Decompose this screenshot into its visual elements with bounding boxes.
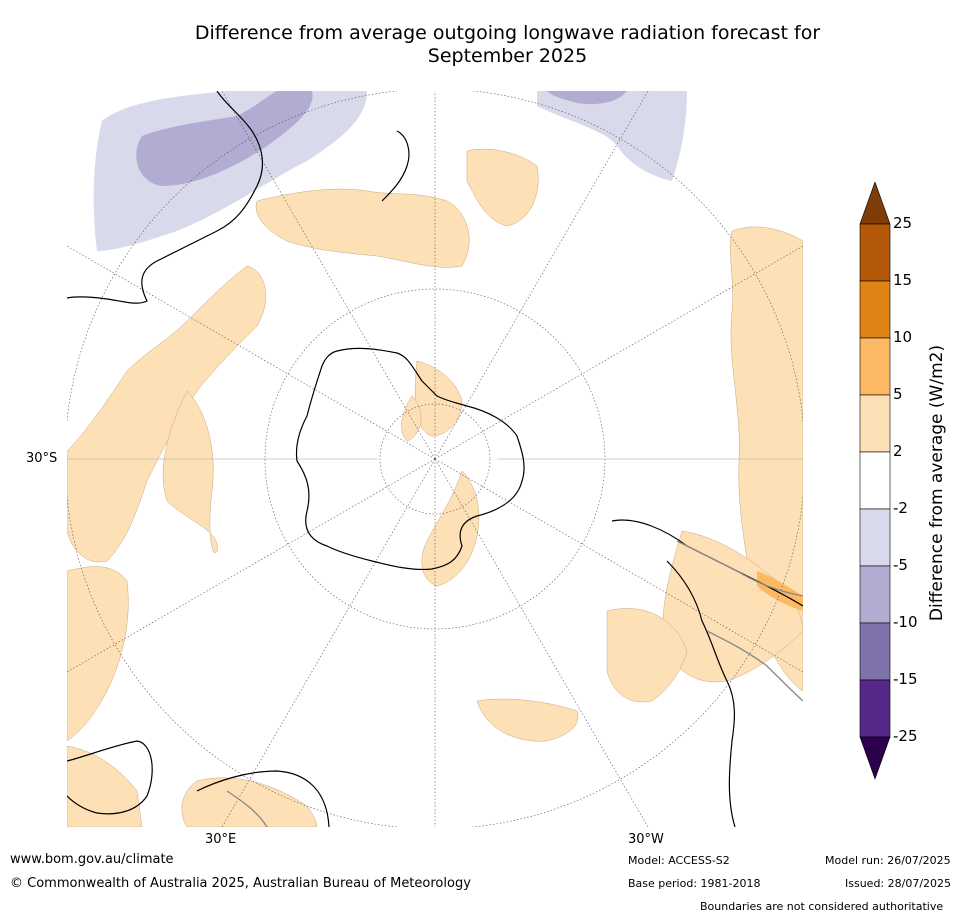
model-info: Model: ACCESS-S2 [628, 854, 730, 867]
boundaries-disclaimer: Boundaries are not considered authoritat… [700, 900, 944, 913]
longitude-label-30e: 30°E [205, 832, 237, 847]
latitude-label: 30°S [26, 451, 58, 466]
polar-map [67, 91, 803, 827]
colorbar-swatch [859, 394, 891, 453]
colorbar-tick-label: 25 [893, 214, 913, 232]
colorbar-label: Difference from average (W/m2) [927, 344, 947, 622]
base-period-info: Base period: 1981-2018 [628, 877, 761, 890]
colorbar-tick-label: 5 [893, 385, 903, 403]
colorbar-swatch [859, 565, 891, 624]
colorbar-tick-label: -15 [893, 670, 918, 688]
colorbar-tick-label: 15 [893, 271, 913, 289]
colorbar-swatch [859, 280, 891, 339]
title-line-2: September 2025 [427, 45, 588, 67]
graticule [67, 91, 803, 827]
colorbar-swatch [859, 182, 891, 225]
colorbar-swatch [859, 451, 891, 510]
admin-boundaries [226, 540, 803, 827]
colorbar-swatch [859, 736, 891, 780]
colorbar-tick-label: 10 [893, 328, 913, 346]
colorbar-swatch [859, 679, 891, 738]
colorbar-tick-label: -25 [893, 727, 918, 745]
chart-title: Difference from average outgoing longwav… [100, 22, 915, 68]
colorbar-swatch [859, 622, 891, 681]
issued-info: Issued: 28/07/2025 [845, 877, 952, 890]
negative-anomaly-region [93, 91, 687, 251]
colorbar-tick-label: -5 [893, 556, 908, 574]
title-line-1: Difference from average outgoing longwav… [194, 22, 821, 44]
colorbar-tick-label: -10 [893, 613, 918, 631]
website-link[interactable]: www.bom.gov.au/climate [10, 852, 174, 867]
strong-positive-anomaly [757, 571, 803, 611]
colorbar-swatch [859, 223, 891, 282]
colorbar-tick-label: -2 [893, 499, 908, 517]
colorbar [859, 182, 891, 780]
colorbar-swatch [859, 337, 891, 396]
copyright-notice: © Commonwealth of Australia 2025, Austra… [10, 876, 471, 891]
positive-anomaly-regions [67, 148, 803, 827]
longitude-label-30w: 30°W [628, 832, 664, 847]
colorbar-tick-label: 2 [893, 442, 903, 460]
model-run-info: Model run: 26/07/2025 [825, 854, 951, 867]
colorbar-swatch [859, 508, 891, 567]
